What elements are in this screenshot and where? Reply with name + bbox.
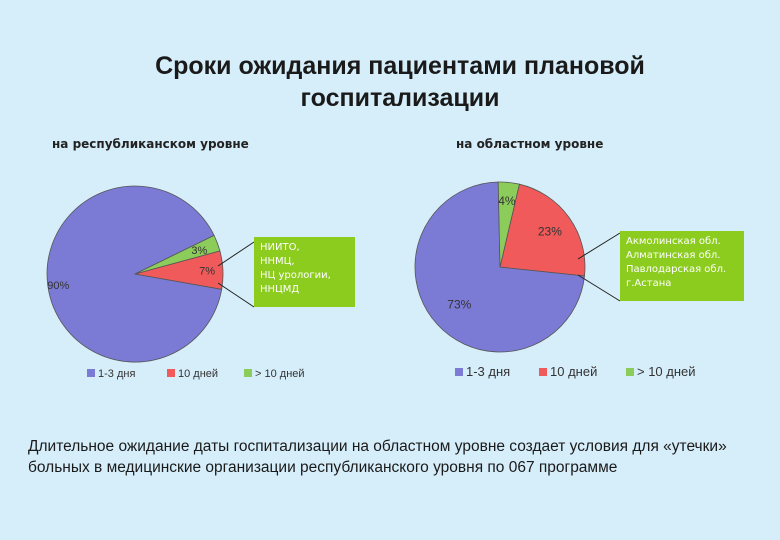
- legend-swatch: [626, 368, 634, 376]
- legend-swatch: [87, 369, 95, 377]
- legend-label: 1-3 дня: [98, 368, 135, 380]
- legend-swatch: [167, 369, 175, 377]
- legend-republican: 1-3 дня 10 дней > 10 дней: [87, 368, 305, 380]
- legend-label: 10 дней: [178, 368, 218, 380]
- pie-slice: [46, 185, 223, 363]
- slide-title: Сроки ожидания пациентами плановой госпи…: [155, 52, 645, 112]
- callout-line: ННЦМД: [260, 284, 300, 295]
- callout-line: Павлодарская обл.: [626, 264, 727, 275]
- callout-box-regional: Акмолинская обл. Алматинская обл. Павлод…: [620, 231, 744, 301]
- legend-regional: 1-3 дня 10 дней > 10 дней: [455, 364, 696, 379]
- callout-line: Акмолинская обл.: [626, 236, 721, 247]
- legend-label: 10 дней: [550, 364, 597, 379]
- slice-value-label: 3%: [191, 245, 207, 257]
- callout-connector: [577, 232, 621, 260]
- pie-chart-republican: 90% 7% 3%: [46, 185, 224, 363]
- callout-line: НЦ урологии,: [260, 270, 331, 281]
- callout-line: г.Астана: [626, 278, 672, 289]
- legend-swatch: [539, 368, 547, 376]
- callout-line: Алматинская обл.: [626, 250, 721, 261]
- slice-value-label: 7%: [199, 266, 215, 278]
- pie-slice: [499, 183, 586, 277]
- callout-connector: [217, 282, 255, 308]
- chart-right-title: на областном уровне: [456, 137, 604, 151]
- slice-value-label: 73%: [447, 297, 471, 311]
- callout-connector: [577, 274, 621, 302]
- callout-connector: [217, 241, 255, 267]
- callout-line: НИИТО,: [260, 242, 300, 253]
- slide-caption: Длительное ожидание даты госпитализации …: [28, 438, 727, 476]
- legend-label: > 10 дней: [255, 368, 305, 380]
- legend-swatch: [455, 368, 463, 376]
- callout-box-republican: НИИТО, ННМЦ, НЦ урологии, ННЦМД: [254, 237, 355, 307]
- slice-value-label: 23%: [538, 225, 562, 239]
- pie-chart-regional: 73% 23% 4%: [414, 181, 586, 353]
- pie-slice: [497, 181, 520, 268]
- legend-swatch: [244, 369, 252, 377]
- legend-label: > 10 дней: [637, 364, 696, 379]
- chart-left-title: на республиканском уровне: [52, 137, 249, 151]
- legend-label: 1-3 дня: [466, 364, 510, 379]
- callout-lines: [217, 232, 621, 308]
- slice-value-label: 4%: [498, 194, 516, 208]
- pie-slice: [134, 234, 221, 275]
- slice-value-label: 90%: [47, 280, 69, 292]
- callout-line: ННМЦ,: [260, 256, 295, 267]
